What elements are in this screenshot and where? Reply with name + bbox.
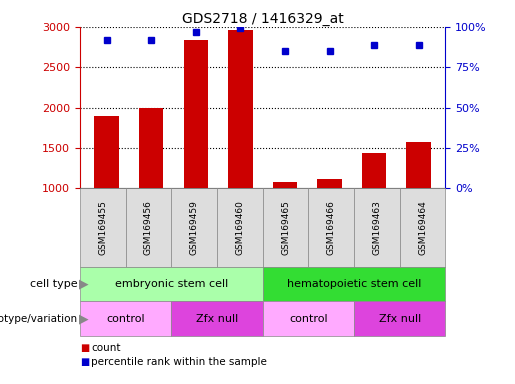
Text: genotype/variation: genotype/variation bbox=[0, 314, 77, 324]
Text: percentile rank within the sample: percentile rank within the sample bbox=[91, 357, 267, 367]
Text: ■: ■ bbox=[80, 357, 89, 367]
Text: Zfx null: Zfx null bbox=[379, 314, 421, 324]
Bar bbox=[317, 179, 342, 188]
Text: GSM169464: GSM169464 bbox=[418, 200, 427, 255]
Bar bbox=[272, 182, 297, 188]
Bar bbox=[183, 40, 208, 188]
Text: GSM169465: GSM169465 bbox=[281, 200, 290, 255]
Text: ▶: ▶ bbox=[79, 312, 89, 325]
Text: cell type: cell type bbox=[30, 279, 77, 289]
Text: GSM169455: GSM169455 bbox=[98, 200, 107, 255]
Text: control: control bbox=[289, 314, 328, 324]
Text: count: count bbox=[91, 343, 121, 353]
Text: control: control bbox=[106, 314, 145, 324]
Text: GSM169460: GSM169460 bbox=[235, 200, 244, 255]
Text: GSM169463: GSM169463 bbox=[372, 200, 382, 255]
Bar bbox=[228, 30, 253, 188]
Text: GSM169466: GSM169466 bbox=[327, 200, 336, 255]
Text: embryonic stem cell: embryonic stem cell bbox=[115, 279, 228, 289]
Text: Zfx null: Zfx null bbox=[196, 314, 238, 324]
Text: hematopoietic stem cell: hematopoietic stem cell bbox=[287, 279, 421, 289]
Text: ■: ■ bbox=[80, 343, 89, 353]
Bar bbox=[362, 154, 386, 188]
Title: GDS2718 / 1416329_at: GDS2718 / 1416329_at bbox=[182, 12, 344, 26]
Text: ▶: ▶ bbox=[79, 278, 89, 291]
Text: GSM169459: GSM169459 bbox=[190, 200, 199, 255]
Text: GSM169456: GSM169456 bbox=[144, 200, 153, 255]
Bar bbox=[94, 116, 119, 188]
Bar bbox=[406, 142, 431, 188]
Bar bbox=[139, 108, 163, 188]
